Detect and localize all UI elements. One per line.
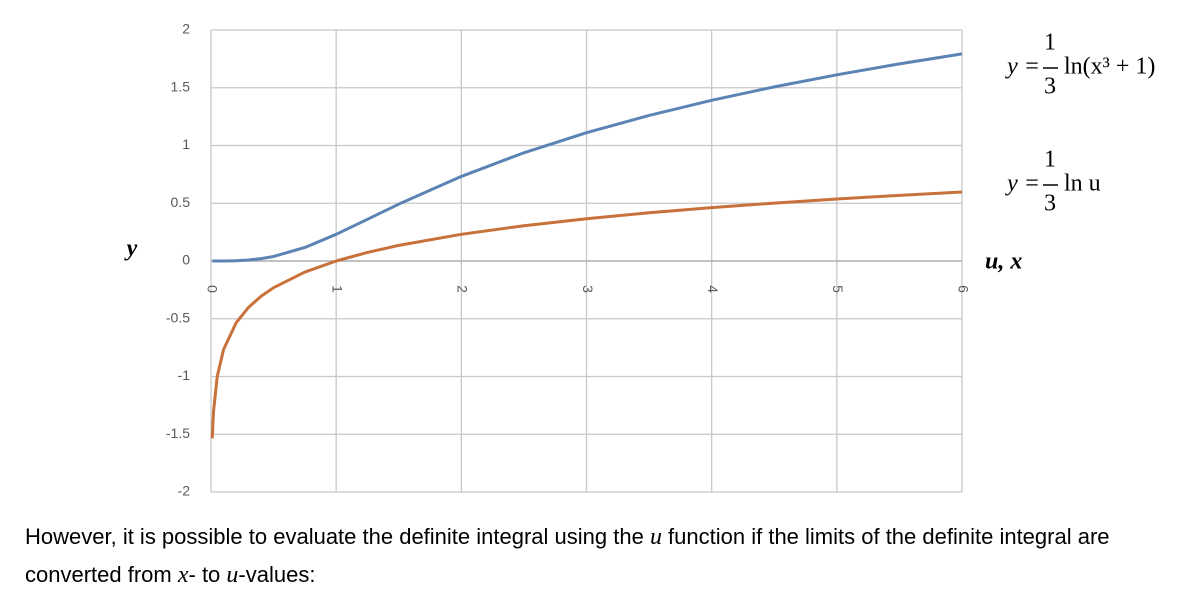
y-tick-label: 1 [182, 136, 190, 152]
text-run: function if the limits of the definite i… [25, 524, 1110, 587]
y-tick-label: -1.5 [166, 425, 190, 441]
y-axis-label: y [124, 236, 138, 262]
x-tick-label: 4 [705, 285, 721, 293]
y-tick-label: 2 [182, 21, 190, 37]
y-tick-label: 1.5 [171, 78, 191, 94]
equation-denominator: 3 [1044, 74, 1056, 100]
equation-numerator: 1 [1044, 147, 1056, 173]
x-tick-label: 2 [455, 285, 471, 293]
x-tick-label: 0 [204, 285, 220, 293]
chart: 21.510.50-0.5-1-1.5-20 1 2 3 4 5 6y u, xy =13ln… [124, 21, 1156, 499]
text-run: - to [188, 562, 227, 587]
x-tick-label: 5 [830, 285, 846, 293]
text-run: u [649, 524, 662, 550]
y-tick-label: -2 [178, 483, 191, 499]
equation-rhs: ln(x³ + 1) [1064, 54, 1155, 80]
x-tick-label: 3 [580, 285, 596, 293]
equation-denominator: 3 [1044, 191, 1056, 217]
text-run: u [226, 562, 239, 588]
equation-rhs: ln u [1064, 171, 1101, 197]
x-tick-label: 6 [955, 285, 971, 293]
equation-lhs: y = [1005, 54, 1040, 80]
text-run: However, it is possible to evaluate the … [25, 524, 650, 549]
y-tick-label: 0.5 [171, 194, 191, 210]
x-axis-label: u, x [985, 249, 1022, 275]
x-tick-label: 1 [329, 285, 345, 293]
equation-numerator: 1 [1044, 30, 1056, 56]
y-tick-label: 0 [182, 252, 190, 268]
y-tick-label: -0.5 [166, 309, 190, 325]
equation-lhs: y = [1005, 171, 1040, 197]
text-run: x [177, 562, 189, 588]
paragraph: However, it is possible to evaluate the … [25, 518, 1185, 594]
series-line [212, 52, 963, 263]
text-run: -values: [238, 562, 316, 587]
series-line [210, 190, 963, 439]
y-tick-label: -1 [178, 367, 191, 383]
